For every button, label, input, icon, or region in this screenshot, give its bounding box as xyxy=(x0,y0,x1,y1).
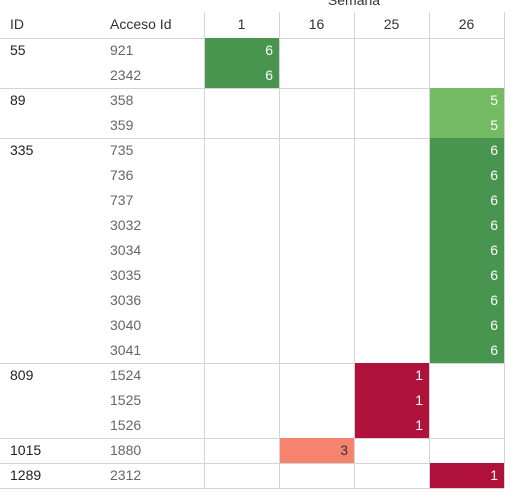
group-divider xyxy=(0,463,504,464)
heat-cell: 6 xyxy=(430,263,504,288)
acceso-id: 3034 xyxy=(110,242,142,258)
group-id: 1289 xyxy=(10,467,42,483)
group-divider xyxy=(0,363,504,364)
column-header: ID xyxy=(10,16,24,32)
acceso-id: 358 xyxy=(110,92,134,108)
group-divider xyxy=(0,88,504,89)
heat-cell: 6 xyxy=(205,63,279,88)
acceso-id: 1524 xyxy=(110,367,142,383)
column-divider xyxy=(429,12,430,488)
acceso-id: 359 xyxy=(110,117,134,133)
group-id: 89 xyxy=(10,92,26,108)
heat-cell: 6 xyxy=(430,313,504,338)
column-header: 25 xyxy=(383,16,400,32)
column-divider xyxy=(354,12,355,488)
acceso-id: 3032 xyxy=(110,217,142,233)
heat-cell: 6 xyxy=(430,213,504,238)
column-header: 16 xyxy=(308,16,325,32)
group-id: 55 xyxy=(10,42,26,58)
acceso-id: 1880 xyxy=(110,442,142,458)
acceso-id: 3040 xyxy=(110,317,142,333)
heat-cell: 1 xyxy=(355,363,429,388)
column-divider xyxy=(204,12,205,488)
column-header: Acceso Id xyxy=(110,16,172,32)
heat-cell: 1 xyxy=(430,463,504,488)
acceso-id: 1525 xyxy=(110,392,142,408)
acceso-id: 736 xyxy=(110,167,134,183)
group-divider xyxy=(0,488,504,489)
group-id: 809 xyxy=(10,367,34,383)
heat-cell: 6 xyxy=(430,338,504,363)
acceso-id: 921 xyxy=(110,42,134,58)
group-divider xyxy=(0,138,504,139)
column-header: 26 xyxy=(458,16,475,32)
heat-cell: 6 xyxy=(205,38,279,63)
heat-cell: 1 xyxy=(355,413,429,438)
heat-cell: 6 xyxy=(430,163,504,188)
heat-cell: 5 xyxy=(430,113,504,138)
heat-cell: 1 xyxy=(355,388,429,413)
acceso-id: 2312 xyxy=(110,467,142,483)
heat-cell: 6 xyxy=(430,138,504,163)
column-divider xyxy=(504,12,505,488)
heat-cell: 3 xyxy=(280,438,354,463)
heat-cell: 6 xyxy=(430,188,504,213)
super-header: Semana xyxy=(327,0,381,8)
group-id: 1015 xyxy=(10,442,42,458)
heat-cell: 5 xyxy=(430,88,504,113)
group-id: 335 xyxy=(10,142,34,158)
acceso-id: 2342 xyxy=(110,67,142,83)
acceso-id: 735 xyxy=(110,142,134,158)
acceso-id: 3041 xyxy=(110,342,142,358)
acceso-id: 3036 xyxy=(110,292,142,308)
acceso-id: 737 xyxy=(110,192,134,208)
group-divider xyxy=(0,438,504,439)
heat-cell: 6 xyxy=(430,238,504,263)
acceso-id: 1526 xyxy=(110,417,142,433)
acceso-id: 3035 xyxy=(110,267,142,283)
column-header: 1 xyxy=(237,16,246,32)
heat-cell: 6 xyxy=(430,288,504,313)
column-divider xyxy=(279,12,280,488)
